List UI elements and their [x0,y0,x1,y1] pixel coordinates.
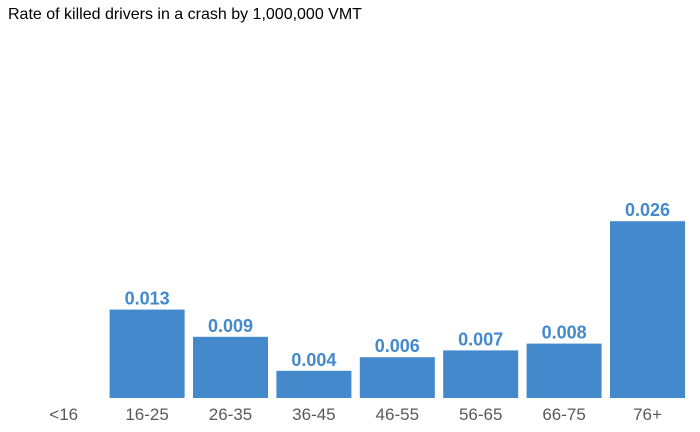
x-tick-label: 76+ [633,405,662,424]
bar-value-label: 0.008 [542,323,587,343]
x-tick-label: 16-25 [125,405,168,424]
x-tick-label: 46-55 [376,405,419,424]
x-tick-label: 36-45 [292,405,335,424]
bar-76+ [610,221,685,398]
bar-26-35 [193,336,268,398]
bar-value-label: 0.006 [375,336,420,356]
bar-56-65 [443,350,519,398]
bar-36-45 [276,370,352,398]
x-tick-label: 66-75 [542,405,585,424]
bar-value-label: 0.009 [208,316,253,336]
x-tick-label: 26-35 [209,405,252,424]
bar-value-label: 0.013 [125,289,170,309]
bar-value-label: 0.026 [625,200,670,220]
bar-46-55 [359,357,435,398]
chart-title: Rate of killed drivers in a crash by 1,0… [8,6,362,23]
bar-16-25 [109,309,185,398]
bar-value-label: 0.004 [291,350,336,370]
x-tick-label: <16 [49,405,78,424]
x-tick-label: 56-65 [459,405,502,424]
bar-66-75 [526,343,602,398]
bar-value-label: 0.007 [458,329,503,349]
